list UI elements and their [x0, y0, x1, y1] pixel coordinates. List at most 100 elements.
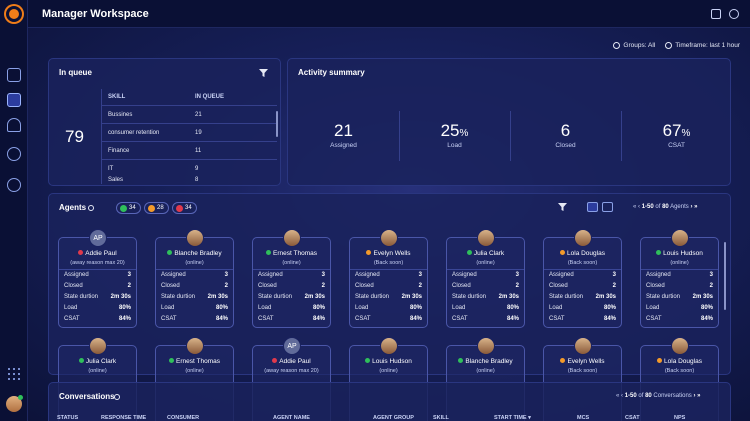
queue-total: 79: [65, 127, 84, 146]
in-queue-panel: In queue 79 SKILL IN QUEUE Bussines 21 c…: [48, 58, 281, 186]
away-count-badge[interactable]: 28: [144, 202, 169, 214]
agent-name-text: Ernest Thomas: [176, 358, 220, 365]
agent-card[interactable]: Lola Douglas (Back soon) Assigned 3 Closed 2 S…: [543, 229, 622, 328]
stat-label: Closed: [355, 283, 374, 289]
filter-icon[interactable]: [558, 203, 567, 211]
pager-unit: Conversations: [653, 393, 692, 399]
avatar: [283, 229, 301, 247]
agent-card[interactable]: AP Addie Paul (away reason max 20) Assigned…: [58, 229, 137, 328]
available-icon: [120, 205, 127, 212]
stat-label: CSAT: [549, 316, 565, 322]
conversations-panel: Conversations « ‹ 1-50 of 80 Conversatio…: [48, 382, 731, 421]
help-icon[interactable]: [729, 9, 739, 19]
divider: [447, 269, 524, 270]
column-header-agent-name[interactable]: AGENT NAME: [273, 415, 310, 421]
layers-icon[interactable]: [711, 9, 721, 19]
next-page-icon[interactable]: ›: [690, 204, 693, 210]
supervisor-icon[interactable]: [7, 118, 21, 132]
scrollbar[interactable]: [276, 111, 278, 137]
agent-state: (online): [88, 368, 107, 374]
stat-label: CSAT: [646, 316, 662, 322]
filter-icon[interactable]: [259, 69, 268, 77]
stat-value: 2: [127, 283, 131, 289]
table-row[interactable]: Finance 11: [102, 143, 277, 160]
agent-card[interactable]: Louis Hudson (online) Assigned 3 Closed 2 Stat…: [640, 229, 719, 328]
column-header-status[interactable]: STATUS: [57, 415, 79, 421]
agent-card[interactable]: Ernest Thomas (online) Assigned 3 Closed 2 Sta…: [252, 229, 331, 328]
stat-label: Closed: [549, 283, 568, 289]
avatar: [574, 337, 592, 355]
column-header-start-time[interactable]: START TIME ▾: [494, 415, 531, 421]
chat-icon[interactable]: [7, 68, 21, 82]
stat-label: CSAT: [355, 316, 371, 322]
agent-state: (Back soon): [664, 368, 695, 374]
stat-label: Assigned: [452, 272, 477, 278]
pager-total: 80: [662, 204, 669, 210]
stat-label: Closed: [452, 283, 471, 289]
table-row[interactable]: IT 9: [102, 161, 277, 178]
column-header-csat[interactable]: CSAT: [625, 415, 640, 421]
first-page-icon[interactable]: «: [616, 393, 620, 399]
first-page-icon[interactable]: «: [633, 204, 637, 210]
status-dot-icon: [458, 358, 464, 363]
next-page-icon[interactable]: ›: [693, 393, 696, 399]
column-header-consumer[interactable]: CONSUMER: [167, 415, 200, 421]
groups-filter[interactable]: Groups: All: [613, 42, 655, 49]
column-header-agent-group[interactable]: AGENT GROUP: [373, 415, 414, 421]
table-row[interactable]: consumer retention 19: [102, 125, 277, 142]
divider: [510, 111, 511, 161]
stat-value: 25%: [399, 121, 510, 141]
column-header-skill[interactable]: SKILL: [433, 415, 449, 421]
stat-label: Assigned: [330, 142, 357, 149]
avatar: [89, 337, 107, 355]
agent-state: (Back soon): [373, 260, 404, 266]
analytics-icon[interactable]: [7, 93, 21, 107]
busy-count-badge[interactable]: 34: [172, 202, 197, 214]
stat-value: 2m 30s: [207, 294, 228, 300]
agent-card[interactable]: Blanche Bradley (online) Assigned 3 Closed 2 S…: [155, 229, 234, 328]
column-header-mcs[interactable]: MCS: [577, 415, 590, 421]
avatar: [477, 337, 495, 355]
agent-card[interactable]: Evelyn Wells (Back soon) Assigned 3 Closed 2 S…: [349, 229, 428, 328]
status-dot-icon: [657, 358, 663, 363]
count-cell: 9: [195, 166, 199, 172]
table-row[interactable]: Bussines 21: [102, 107, 277, 124]
divider: [399, 111, 400, 161]
agent-name: Julia Clark: [59, 358, 136, 365]
timeframe-filter[interactable]: Timeframe: last 1 hour: [665, 42, 740, 49]
agent-name: Blanche Bradley: [156, 250, 233, 257]
user-circle-icon[interactable]: [7, 178, 21, 192]
stat-value: 84%: [215, 316, 228, 322]
agent-state: (Back soon): [567, 368, 598, 374]
available-count-badge[interactable]: 34: [116, 202, 141, 214]
info-icon[interactable]: [88, 205, 94, 211]
skill-cell: Bussines: [108, 112, 133, 118]
info-icon[interactable]: [114, 394, 120, 400]
table-row[interactable]: Sales 8: [102, 175, 277, 184]
column-header-nps[interactable]: NPS: [674, 415, 686, 421]
profile-avatar[interactable]: [6, 395, 23, 412]
stat-label: Assigned: [161, 272, 186, 278]
agent-name: Ernest Thomas: [253, 250, 330, 257]
prev-page-icon[interactable]: ‹: [638, 204, 641, 210]
dashboard-icon[interactable]: [7, 147, 21, 161]
stat-value: 80%: [506, 305, 519, 311]
stat-number: 67: [662, 121, 682, 140]
column-header-response-time[interactable]: RESPONSE TIME: [101, 415, 147, 421]
scrollbar[interactable]: [724, 242, 726, 310]
stat-unit: %: [681, 128, 691, 139]
last-page-icon[interactable]: »: [697, 393, 701, 399]
prev-page-icon[interactable]: ‹: [621, 393, 624, 399]
card-view-icon[interactable]: [587, 202, 598, 212]
agent-card[interactable]: Julia Clark (online) Assigned 3 Closed 2 State…: [446, 229, 525, 328]
stat-load: 25% Load: [399, 121, 510, 149]
agent-state: (online): [282, 260, 301, 266]
table-view-icon[interactable]: [602, 202, 613, 212]
stat-label: Load: [64, 305, 78, 311]
last-page-icon[interactable]: »: [694, 204, 698, 210]
avatar: [186, 337, 204, 355]
stat-label: Assigned: [646, 272, 671, 278]
skill-cell: Finance: [108, 148, 130, 154]
stat-value: 80%: [118, 305, 131, 311]
apps-grid-icon[interactable]: [7, 367, 21, 381]
